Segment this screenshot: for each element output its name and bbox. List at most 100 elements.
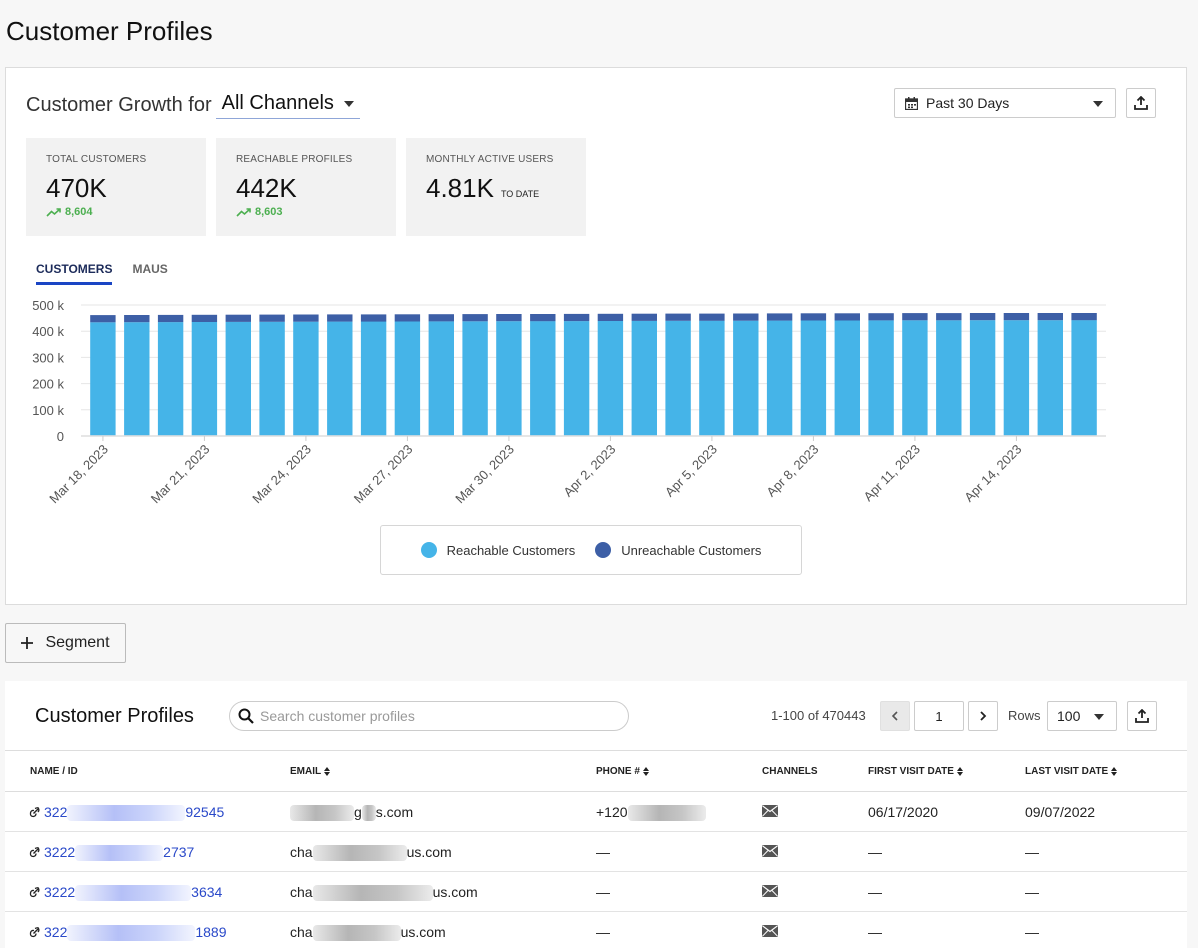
profile-id-link[interactable]: 3222 3634	[44, 884, 223, 902]
chevron-left-icon	[891, 711, 898, 721]
last-visit-cell: 09/07/2022	[1025, 804, 1096, 820]
legend-dot	[420, 542, 437, 558]
customer-growth-chart: 0 100 k 200 k 300 k 400 k 500 k Mar 18, 2023 Ma…	[32, 298, 1106, 507]
column-email[interactable]: EMAIL	[290, 766, 331, 777]
plus-icon	[21, 637, 34, 649]
x-tick-label: Apr 5, 2023	[662, 442, 720, 500]
redacted-email	[312, 885, 433, 902]
stat-total-customers: TOTAL CUSTOMERS 470K 8,604	[26, 138, 206, 236]
table-body: 322 92545 g s.com +120 06/17/2020 09/07/2022 32…	[5, 792, 1187, 948]
email-channel-icon	[762, 805, 778, 817]
redacted-email	[290, 805, 354, 822]
bar-unreachable	[259, 314, 285, 322]
export-chart-button[interactable]	[1126, 88, 1156, 118]
channels-cell	[762, 924, 778, 940]
bar-unreachable	[699, 313, 725, 321]
table-row[interactable]: 3222 3634 cha us.com — — —	[5, 872, 1187, 912]
export-profiles-button[interactable]	[1127, 701, 1157, 731]
bar-unreachable	[800, 313, 827, 321]
x-tick-label: Apr 2, 2023	[560, 442, 618, 500]
bar-unreachable	[766, 313, 793, 321]
profile-id-link[interactable]: 322 1889	[44, 924, 227, 942]
add-segment-button[interactable]: Segment	[5, 623, 126, 663]
legend-item-unreachable[interactable]: Unreachable Customers	[595, 542, 761, 558]
rows-per-page-select[interactable]: 100	[1047, 701, 1117, 731]
column-name-id: NAME / ID	[30, 766, 78, 777]
column-last-visit[interactable]: LAST VISIT DATE	[1025, 766, 1118, 777]
table-row[interactable]: 322 92545 g s.com +120 06/17/2020 09/07/2022	[5, 792, 1187, 832]
bar-reachable	[90, 322, 116, 436]
x-tick-label: Mar 18, 2023	[46, 442, 111, 507]
bar-unreachable	[1037, 313, 1063, 321]
stat-label: TOTAL CUSTOMERS	[46, 154, 147, 165]
bar-unreachable	[360, 314, 387, 322]
link-icon	[29, 847, 40, 858]
link-icon	[29, 807, 40, 818]
profile-id-cell[interactable]: 322 1889	[29, 924, 227, 942]
bar-reachable	[1071, 320, 1097, 436]
bar-reachable	[800, 320, 827, 436]
bar-unreachable	[394, 314, 421, 322]
redacted-id	[75, 885, 192, 902]
column-phone[interactable]: PHONE #	[596, 766, 649, 777]
search-icon	[238, 708, 254, 724]
bar-unreachable	[665, 313, 691, 321]
profile-id-cell[interactable]: 322 92545	[29, 804, 225, 822]
bar-reachable	[902, 320, 928, 436]
bar-unreachable	[90, 315, 116, 323]
bar-reachable	[936, 320, 962, 436]
bar-reachable	[1003, 320, 1030, 436]
email-channel-icon	[762, 925, 778, 937]
column-first-visit[interactable]: FIRST VISIT DATE	[868, 766, 963, 777]
legend-item-reachable[interactable]: Reachable Customers	[420, 542, 575, 558]
bar-reachable	[733, 320, 759, 436]
first-visit-cell: —	[868, 924, 882, 940]
x-tick-label: Apr 14, 2023	[961, 442, 1024, 505]
table-row[interactable]: 322 1889 cha us.com — — —	[5, 912, 1187, 948]
tab-customers[interactable]: CUSTOMERS	[36, 262, 113, 285]
customer-profiles-panel: Customer Profiles 1-100 of 470443 Rows 1…	[5, 681, 1187, 948]
bar-reachable	[496, 321, 522, 436]
profile-id-cell[interactable]: 3222 3634	[29, 884, 223, 902]
prev-page-button[interactable]	[880, 701, 910, 731]
last-visit-cell: —	[1025, 924, 1039, 940]
channel-select[interactable]: All Channels	[215, 92, 360, 119]
upload-icon	[1134, 96, 1148, 110]
email-cell: cha us.com	[290, 924, 446, 942]
calendar-icon	[905, 96, 918, 110]
bar-reachable	[1037, 320, 1063, 436]
redacted-id	[67, 805, 186, 822]
sort-icon	[642, 767, 649, 776]
profile-id-link[interactable]: 3222 2737	[44, 844, 195, 862]
bar-unreachable	[327, 314, 353, 322]
table-row[interactable]: 3222 2737 cha us.com — — —	[5, 832, 1187, 872]
bar-reachable	[969, 320, 996, 436]
bar-reachable	[868, 320, 894, 436]
sort-icon	[956, 767, 963, 776]
date-range-select[interactable]: Past 30 Days	[894, 88, 1116, 118]
channel-select-value: All Channels	[221, 92, 334, 114]
redacted-id	[67, 925, 196, 942]
customer-growth-panel: Customer Growth for All Channels Past 30…	[5, 67, 1187, 605]
bar-unreachable	[462, 314, 488, 322]
bar-unreachable	[428, 314, 454, 322]
bar-reachable	[428, 321, 454, 436]
chevron-down-icon	[343, 100, 354, 107]
tab-maus[interactable]: MAUS	[132, 262, 168, 276]
email-cell: cha us.com	[290, 844, 452, 862]
search-input[interactable]	[260, 708, 610, 724]
y-tick-label: 200 k	[32, 377, 64, 392]
x-tick-label: Apr 8, 2023	[763, 442, 821, 500]
bar-reachable	[699, 320, 725, 436]
profile-id-cell[interactable]: 3222 2737	[29, 844, 195, 862]
channels-cell	[762, 884, 778, 900]
next-page-button[interactable]	[968, 701, 998, 731]
growth-title: Customer Growth for All Channels	[26, 92, 360, 119]
phone-cell: —	[596, 924, 610, 940]
profile-id-link[interactable]: 322 92545	[44, 804, 225, 822]
sort-icon	[324, 767, 331, 776]
bar-unreachable	[1071, 313, 1097, 321]
last-visit-cell: —	[1025, 844, 1039, 860]
bar-unreachable	[530, 314, 556, 322]
page-number-input[interactable]	[914, 701, 964, 731]
